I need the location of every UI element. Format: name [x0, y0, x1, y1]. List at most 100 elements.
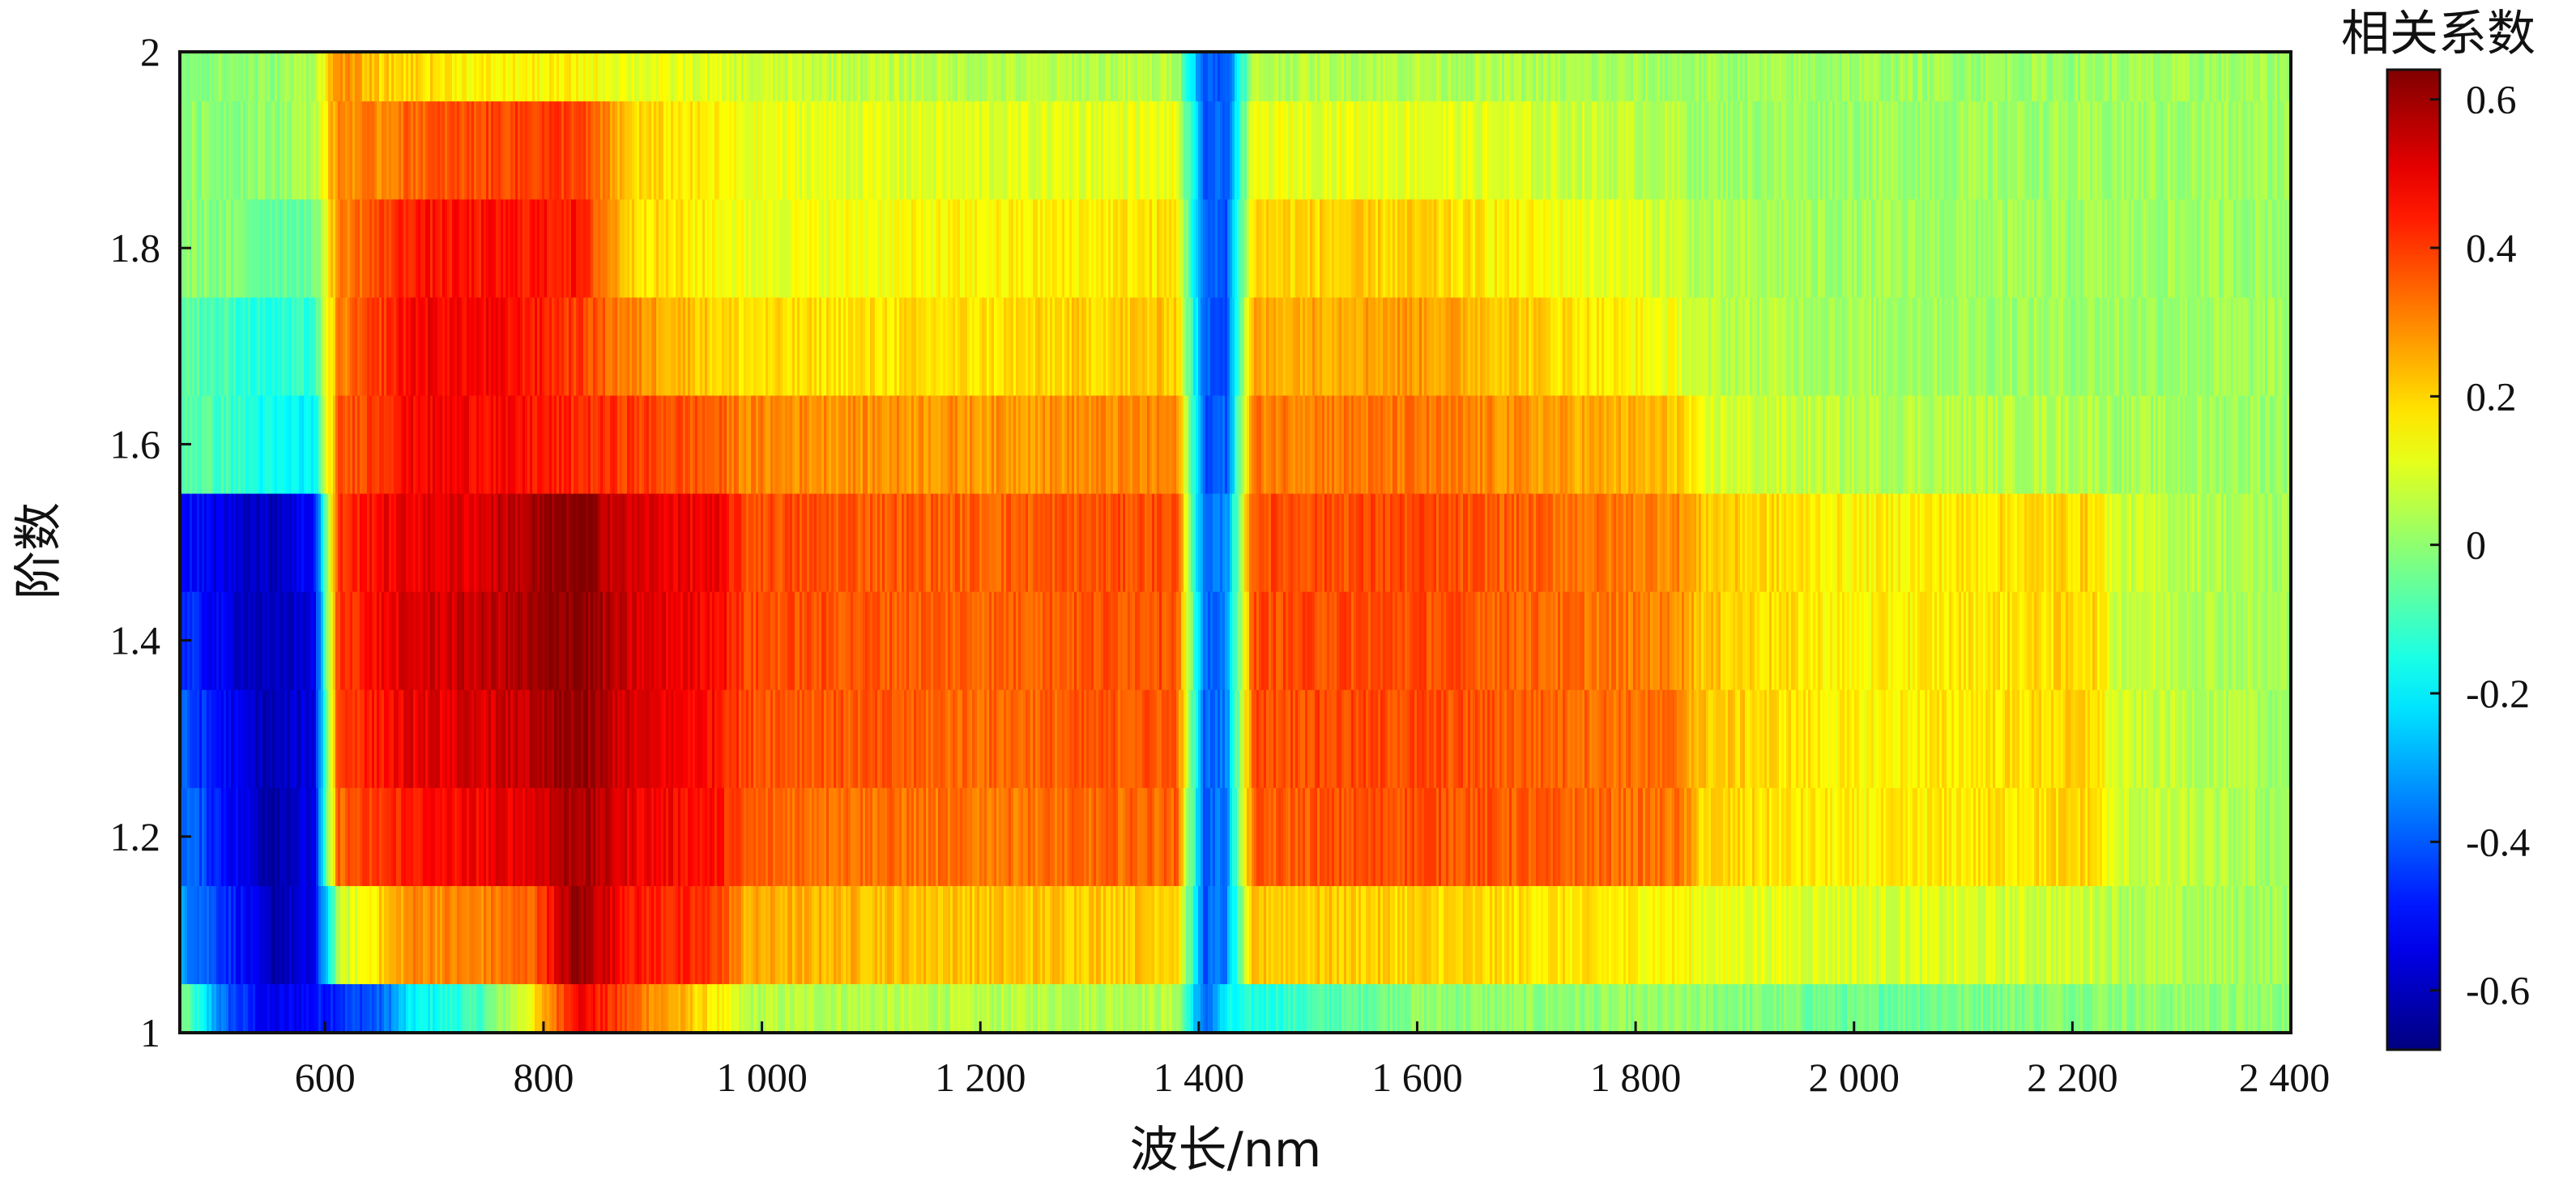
heatmap-cell — [1028, 885, 1031, 985]
heatmap-cell — [1738, 492, 1741, 592]
heatmap-cell — [2061, 591, 2064, 690]
heatmap-cell — [2049, 885, 2052, 985]
heatmap-cell — [1276, 983, 1279, 1034]
heatmap-cell — [1512, 591, 1515, 690]
heatmap-cell — [1089, 591, 1092, 690]
heatmap-cell — [1920, 689, 1923, 788]
heatmap-cell — [1074, 591, 1077, 690]
heatmap-cell — [1874, 885, 1877, 985]
heatmap-cell — [1784, 787, 1787, 886]
heatmap-cell — [1913, 591, 1916, 690]
heatmap-cell — [906, 689, 910, 788]
heatmap-cell — [970, 492, 973, 592]
heatmap-cell — [1123, 983, 1126, 1034]
heatmap-cell — [1030, 591, 1034, 690]
heatmap-cell — [2233, 689, 2237, 788]
heatmap-cell — [1679, 787, 1683, 886]
heatmap-cell — [272, 885, 275, 985]
heatmap-cell — [1874, 983, 1877, 1034]
heatmap-cell — [1913, 983, 1916, 1034]
heatmap-cell — [435, 689, 438, 788]
heatmap-cell — [525, 591, 528, 690]
heatmap-cell — [1575, 885, 1578, 985]
heatmap-cell — [1184, 885, 1187, 985]
heatmap-cell — [2119, 591, 2122, 690]
heatmap-cell — [2280, 983, 2283, 1034]
heatmap-cell — [1538, 787, 1542, 886]
heatmap-cell — [785, 591, 788, 690]
heatmap-cell — [1694, 983, 1697, 1034]
heatmap-cell — [1956, 885, 1960, 985]
heatmap-cell — [530, 885, 533, 985]
heatmap-cell — [1227, 983, 1230, 1034]
heatmap-cell — [957, 689, 961, 788]
heatmap-cell — [2073, 885, 2076, 985]
heatmap-cell — [447, 689, 450, 788]
heatmap-cell — [1434, 983, 1437, 1034]
heatmap-cell — [617, 689, 621, 788]
heatmap-cell — [1514, 885, 1517, 985]
heatmap-cell — [1543, 885, 1546, 985]
heatmap-cell — [1218, 591, 1221, 690]
heatmap-cell — [1322, 689, 1325, 788]
heatmap-cell — [615, 492, 618, 592]
heatmap-cell — [987, 983, 990, 1034]
heatmap-cell — [2255, 787, 2258, 886]
heatmap-cell — [1084, 787, 1087, 886]
heatmap-cell — [2197, 885, 2200, 985]
heatmap-cell — [637, 591, 640, 690]
heatmap-cell — [313, 885, 317, 985]
heatmap-cell — [1103, 591, 1107, 690]
heatmap-cell — [197, 492, 200, 592]
heatmap-cell — [863, 983, 866, 1034]
heatmap-cell — [1439, 689, 1442, 788]
heatmap-cell — [1482, 787, 1486, 886]
heatmap-cell — [1128, 591, 1131, 690]
heatmap-cell — [651, 983, 655, 1034]
heatmap-cell — [1592, 591, 1595, 690]
heatmap-cell — [1201, 885, 1204, 985]
heatmap-cell — [646, 591, 650, 690]
heatmap-cell — [673, 787, 676, 886]
heatmap-cell — [1084, 492, 1087, 592]
heatmap-cell — [617, 492, 621, 592]
heatmap-cell — [1215, 885, 1218, 985]
heatmap-cell — [1006, 689, 1009, 788]
heatmap-cell — [1718, 689, 1721, 788]
heatmap-cell — [1896, 591, 1899, 690]
heatmap-cell — [945, 591, 949, 690]
heatmap-cell — [513, 591, 516, 690]
heatmap-cell — [1747, 885, 1751, 985]
heatmap-cell — [1205, 591, 1209, 690]
heatmap-cell — [858, 983, 861, 1034]
heatmap-cell — [872, 492, 876, 592]
heatmap-cell — [2231, 689, 2234, 788]
heatmap-cell — [1013, 787, 1017, 886]
heatmap-cell — [1312, 983, 1316, 1034]
heatmap-cell — [923, 689, 927, 788]
heatmap-cell — [1968, 983, 1972, 1034]
heatmap-cell — [1555, 591, 1559, 690]
heatmap-cell — [1305, 885, 1308, 985]
heatmap-cell — [1055, 689, 1058, 788]
heatmap-cell — [1533, 787, 1537, 886]
heatmap-cell — [1616, 492, 1619, 592]
heatmap-cell — [773, 885, 776, 985]
heatmap-cell — [1315, 492, 1318, 592]
heatmap-cell — [1738, 983, 1741, 1034]
heatmap-cell — [688, 983, 691, 1034]
heatmap-cell — [2015, 885, 2018, 985]
heatmap-cell — [1269, 885, 1272, 985]
heatmap-cell — [1961, 689, 1964, 788]
heatmap-cell — [474, 787, 477, 886]
heatmap-cell — [1305, 983, 1308, 1034]
heatmap-cell — [1128, 983, 1131, 1034]
heatmap-cell — [1636, 885, 1639, 985]
heatmap-cell — [1631, 591, 1634, 690]
heatmap-cell — [1679, 885, 1683, 985]
heatmap-cell — [1475, 689, 1478, 788]
heatmap-cell — [1546, 591, 1549, 690]
heatmap-cell — [2015, 787, 2018, 886]
heatmap-cell — [311, 885, 314, 985]
heatmap-cell — [727, 492, 730, 592]
